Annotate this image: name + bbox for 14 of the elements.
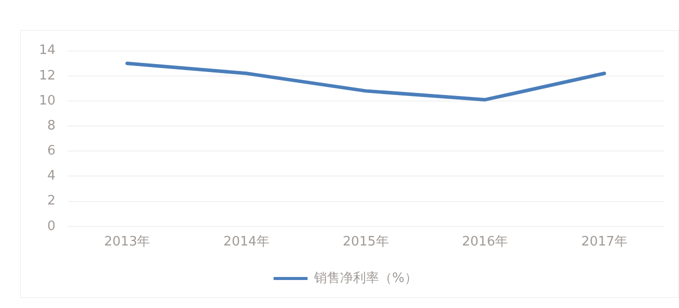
y-tick-label: 8	[47, 118, 56, 134]
x-tick-label: 2015年	[342, 234, 389, 250]
x-tick-label: 2016年	[462, 234, 508, 250]
legend-label: 销售净利率（%）	[313, 270, 418, 286]
y-tick-label: 0	[47, 218, 56, 234]
y-tick-label: 14	[38, 43, 56, 58]
y-tick-label: 6	[47, 144, 56, 159]
y-tick-label: 12	[38, 68, 56, 84]
y-tick-label: 2	[47, 194, 56, 209]
x-tick-label: 2017年	[581, 234, 628, 250]
y-tick-label: 4	[47, 168, 56, 184]
x-tick-label: 2014年	[223, 234, 270, 250]
y-tick-label: 10	[38, 93, 56, 108]
x-tick-label: 2013年	[104, 234, 150, 250]
